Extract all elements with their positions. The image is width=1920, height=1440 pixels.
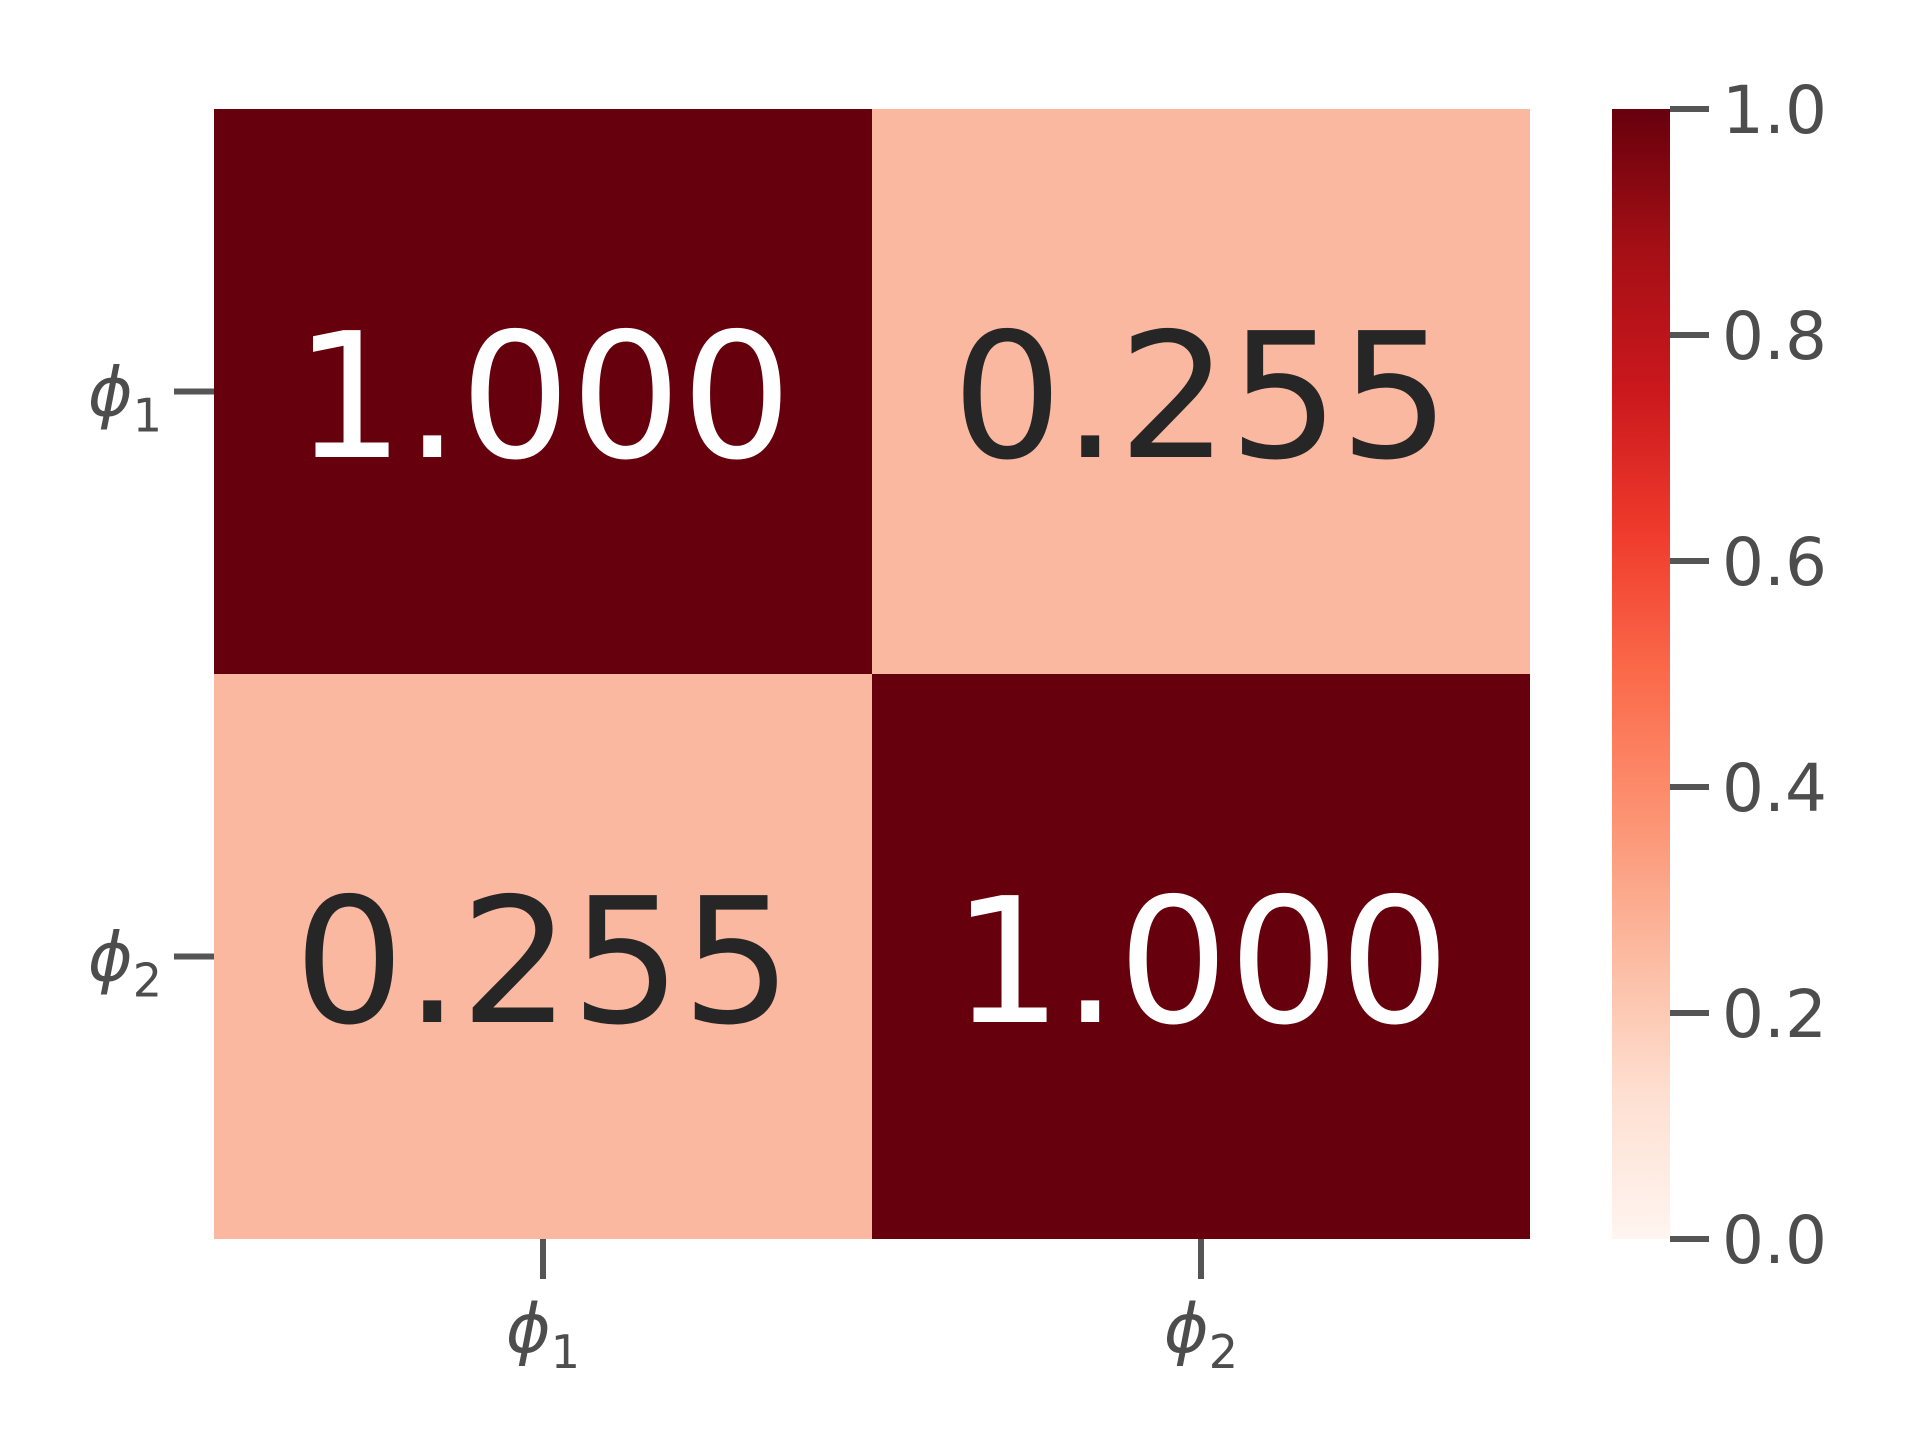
x-axis-tick-symbol-1: ϕ — [506, 1290, 551, 1369]
colorbar-tick-label-3: 0.6 — [1722, 524, 1827, 601]
colorbar-tick-label-2: 0.4 — [1722, 750, 1827, 827]
x-axis-tick-subscript-2: 2 — [1209, 1325, 1238, 1379]
heatmap-cell-value-r1-c1: 1.000 — [294, 296, 792, 499]
x-axis-tick-symbol-2: ϕ — [1164, 1290, 1209, 1369]
colorbar-tick-label-0: 0.0 — [1722, 1202, 1827, 1279]
heatmap-cell-r1-c1 — [214, 109, 872, 674]
x-axis-tick-label-1: ϕ1 — [506, 1290, 580, 1379]
colorbar-tick-label-4: 0.8 — [1722, 298, 1827, 375]
heatmap-cell-r2-c1 — [214, 674, 872, 1239]
colorbar-tick-label-1: 0.2 — [1722, 976, 1827, 1053]
y-axis-tick-symbol-2: ϕ — [88, 919, 133, 998]
x-axis-tick-subscript-1: 1 — [551, 1325, 580, 1379]
heatmap-cell-value-r1-c2: 0.255 — [952, 296, 1450, 499]
colorbar-tick-label-5: 1.0 — [1722, 72, 1827, 149]
y-axis-tick-symbol-1: ϕ — [88, 354, 133, 433]
x-axis-tick-label-2: ϕ2 — [1164, 1290, 1238, 1379]
heatmap-cell-value-r2-c2: 1.000 — [952, 861, 1450, 1064]
heatmap-cell-r1-c2 — [872, 109, 1530, 674]
colorbar-gradient — [1612, 109, 1670, 1239]
y-axis-tick-subscript-1: 1 — [133, 389, 162, 443]
heatmap-cell-r2-c2 — [872, 674, 1530, 1239]
heatmap-cell-value-r2-c1: 0.255 — [294, 861, 792, 1064]
y-axis-tick-label-2: ϕ2 — [88, 919, 162, 1008]
y-axis-tick-subscript-2: 2 — [133, 954, 162, 1008]
y-axis-tick-label-1: ϕ1 — [88, 354, 162, 443]
colorbar: 0.0 0.2 0.4 0.6 0.8 1.0 — [1612, 72, 1827, 1279]
heatmap-plot-area: 1.000 0.255 0.255 1.000 — [214, 109, 1530, 1239]
